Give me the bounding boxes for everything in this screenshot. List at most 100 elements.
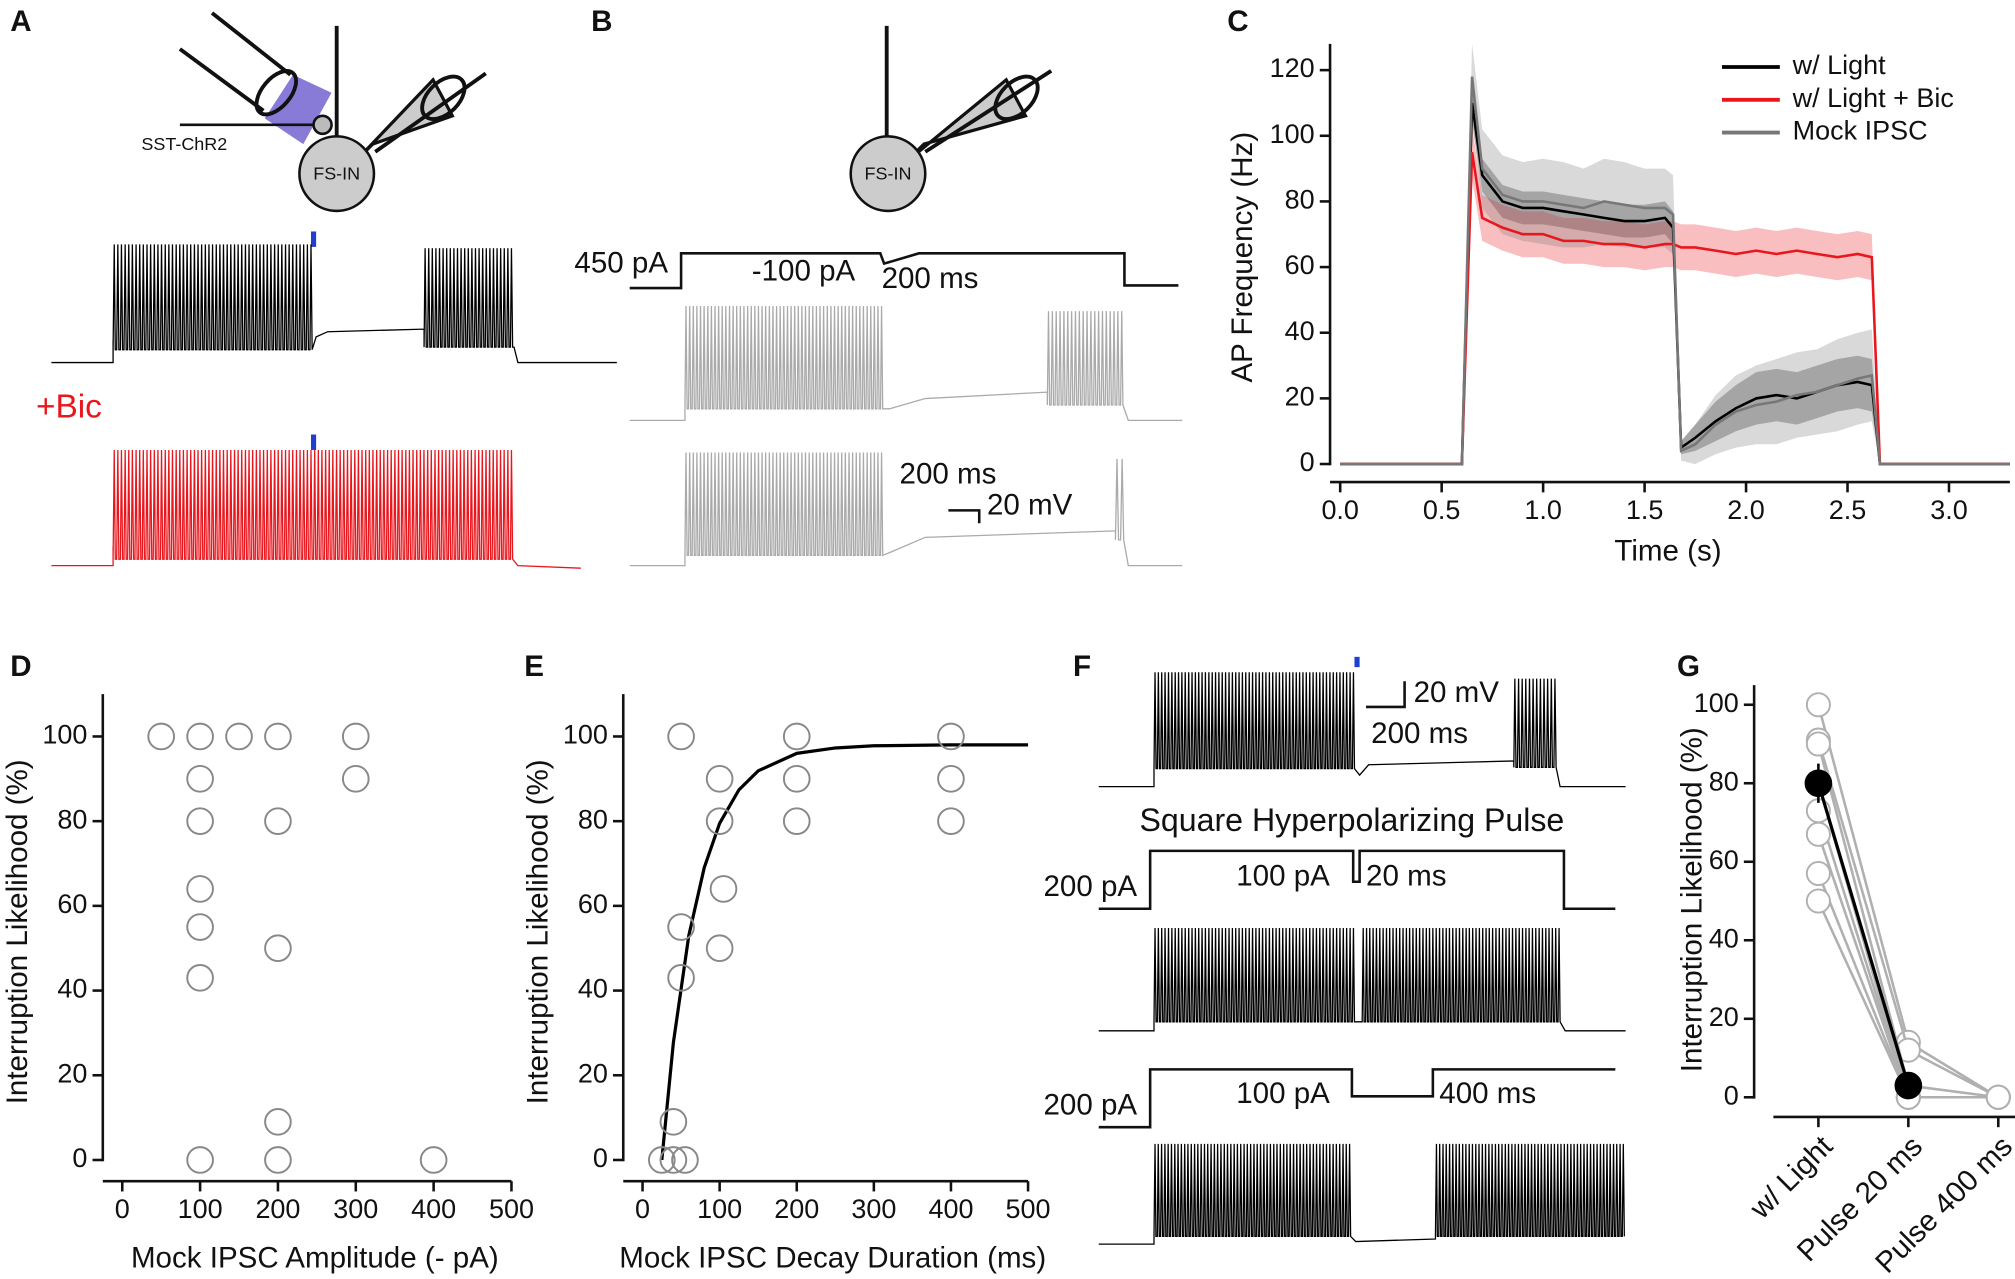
panel-label: C [1227, 5, 1248, 38]
point [264, 1108, 292, 1136]
y-tick-label: 120 [1270, 53, 1315, 83]
point [147, 722, 175, 751]
y-tick-label: 80 [1285, 185, 1315, 215]
point [937, 807, 965, 835]
pipette [210, 11, 292, 77]
point [782, 722, 811, 751]
point [186, 807, 214, 835]
x-tick-label: 3.0 [1930, 495, 1968, 525]
label: 400 ms [1439, 1077, 1536, 1110]
point [1805, 821, 1831, 847]
x-tick-label: 500 [1006, 1194, 1051, 1224]
chart: 0 20 40 60 80 100 120 AP Frequency (Hz) 0.0 0.5 1.… [1226, 43, 2010, 568]
point [264, 1146, 292, 1174]
panel-labels: A B C D E F G [10, 5, 1700, 683]
point [186, 1146, 214, 1174]
command-trace [1098, 849, 1616, 911]
voltage-trace [51, 449, 581, 569]
y-tick-label: 100 [1694, 688, 1739, 718]
x-tick-label: 2.0 [1727, 495, 1765, 525]
y-tick-label: 20 [1709, 1002, 1739, 1032]
error-band [1340, 125, 2010, 465]
x-tick-label: 0 [635, 1194, 650, 1224]
point [667, 722, 695, 751]
point [1805, 861, 1831, 887]
electrode [374, 71, 487, 154]
command-trace [629, 252, 1179, 290]
point [647, 1146, 676, 1174]
point [186, 964, 214, 992]
point [659, 1108, 688, 1136]
chart: 0 20 40 60 80 100 Interruption Likelihood (%) 0… [522, 694, 1051, 1274]
cell [849, 135, 927, 213]
panel-label: B [591, 5, 612, 38]
x-axis-title: Mock IPSC Decay Duration (ms) [619, 1241, 1046, 1274]
voltage-trace [629, 306, 1183, 422]
y-tick-label: 80 [578, 804, 608, 834]
y-axis-title: AP Frequency (Hz) [1226, 132, 1259, 383]
cell [298, 135, 376, 213]
x-tick-label: 200 [255, 1194, 300, 1224]
point [667, 964, 695, 992]
point [186, 765, 214, 793]
label: +Bic [36, 389, 102, 426]
point [705, 807, 734, 835]
chart: 0 20 40 60 80 100 Interruption Likelihood (%) 0… [1, 694, 534, 1274]
y-tick-label: 100 [563, 720, 608, 750]
legend-label: Mock IPSC [1793, 116, 1928, 146]
label: 100 pA [1236, 1077, 1330, 1110]
y-tick-label: 60 [1285, 250, 1315, 280]
x-tick-label: 300 [333, 1194, 378, 1224]
point [264, 934, 292, 963]
label: -100 pA [752, 254, 856, 287]
label: Square Hyperpolarizing Pulse [1140, 802, 1565, 838]
point [1805, 692, 1831, 718]
light-pulse [1354, 656, 1360, 668]
y-axis-title: Interruption Likelihood (%) [1, 759, 34, 1104]
panel-f-schematic [1098, 681, 1616, 1129]
label: 20 ms [1366, 860, 1446, 893]
voltage-trace [629, 452, 1183, 567]
label: SST-ChR2 [141, 134, 227, 154]
label: 450 pA [574, 247, 668, 280]
paired-line [1817, 900, 1999, 1099]
point [705, 934, 734, 963]
cartoon-b [629, 25, 1179, 524]
label: FS-IN [865, 164, 912, 184]
x-tick-label: 400 [928, 1194, 973, 1224]
y-axis-title: Interruption Likelihood (%) [522, 759, 555, 1104]
label: 200 ms [1371, 717, 1468, 750]
cartoon-a [178, 11, 487, 213]
y-tick-label: 20 [578, 1058, 608, 1088]
voltage-trace [51, 244, 617, 364]
legend-label: w/ Light [1792, 50, 1886, 80]
voltage-trace [1098, 927, 1626, 1032]
panel-label: A [10, 5, 31, 38]
y-tick-label: 0 [1300, 447, 1315, 477]
panel-label: D [10, 650, 31, 683]
point [341, 722, 370, 751]
light-pulse [310, 231, 317, 247]
label: 200 ms [900, 457, 997, 490]
x-tick-label: 0 [115, 1194, 130, 1224]
label: 200 pA [1043, 1088, 1137, 1121]
x-tick-label: 1.5 [1626, 495, 1664, 525]
point [1894, 1071, 1923, 1100]
point [341, 765, 370, 793]
point [264, 722, 292, 751]
point [264, 807, 292, 835]
point [782, 807, 811, 835]
light-pulse [310, 434, 317, 450]
y-tick-label: 60 [1709, 845, 1739, 875]
y-tick-label: 100 [42, 720, 87, 750]
point [782, 765, 811, 793]
y-tick-label: 0 [72, 1143, 87, 1173]
point [186, 875, 214, 903]
voltage-trace [1098, 672, 1626, 788]
x-tick-label: 0.0 [1321, 495, 1359, 525]
light-cone [264, 74, 332, 145]
paired-line [1817, 873, 1999, 1099]
label: 100 pA [1236, 860, 1330, 893]
scale-bar [948, 509, 981, 524]
